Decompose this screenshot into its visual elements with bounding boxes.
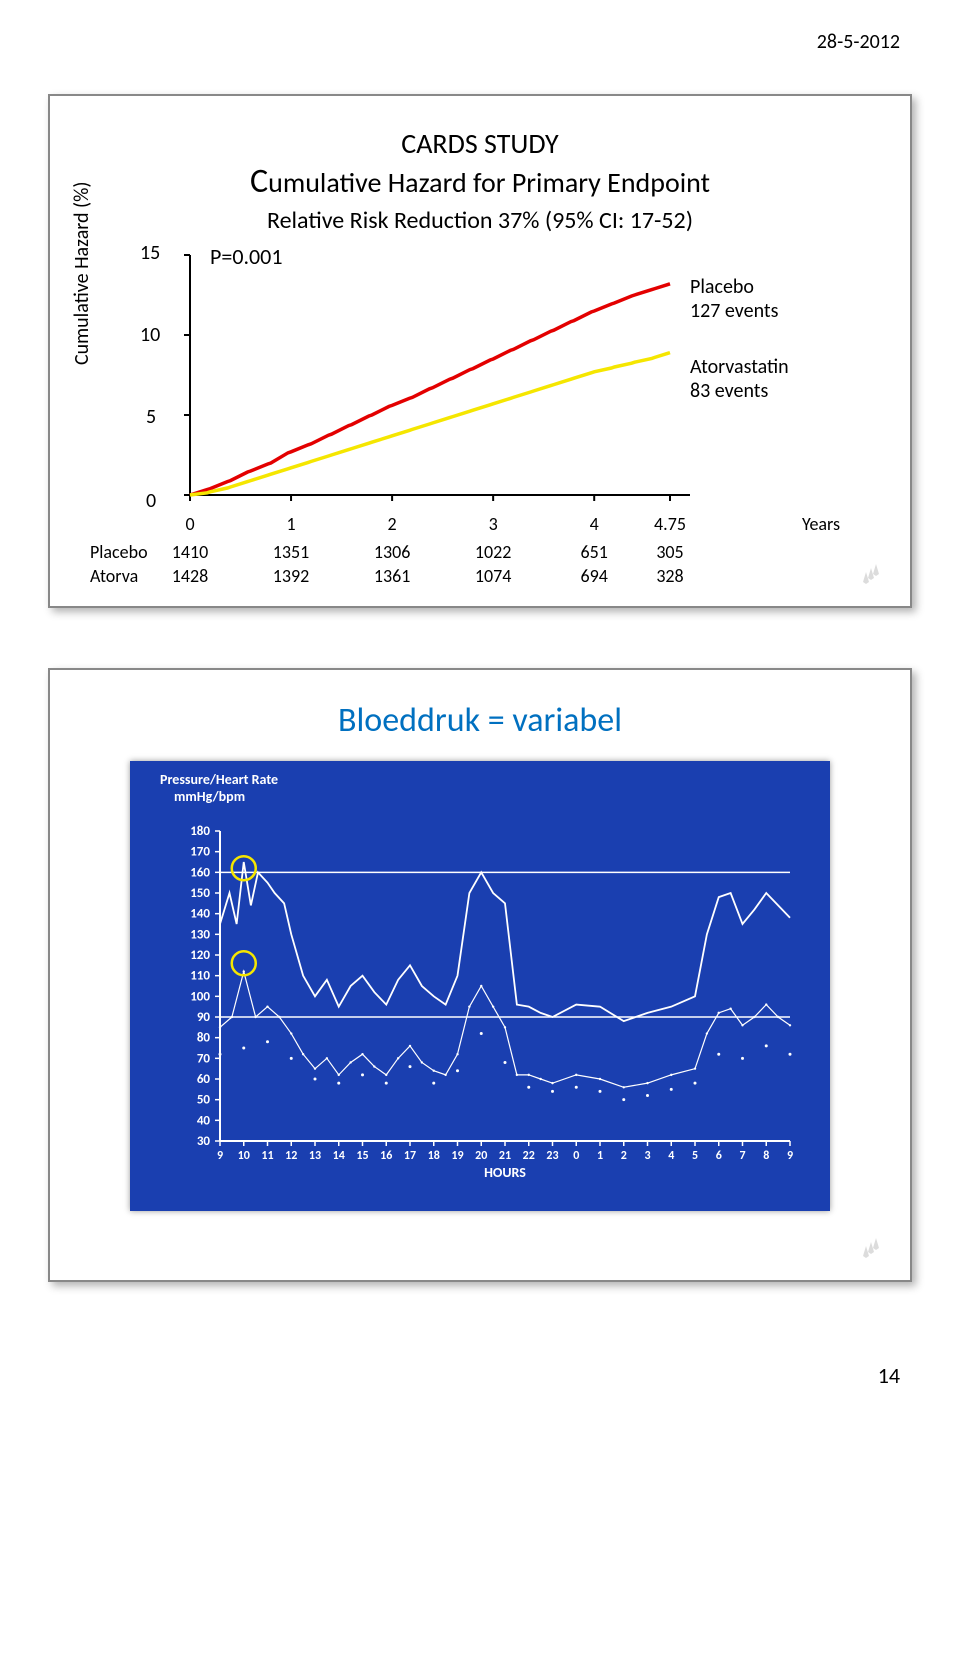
x-unit-label: Years <box>802 513 840 535</box>
svg-text:80: 80 <box>197 1031 211 1046</box>
svg-text:160: 160 <box>190 865 210 880</box>
svg-text:70: 70 <box>197 1051 211 1066</box>
svg-text:40: 40 <box>197 1113 211 1128</box>
table-cell: 305 <box>620 541 720 563</box>
x-tick: 3 <box>489 513 498 535</box>
svg-text:90: 90 <box>197 1010 211 1025</box>
svg-text:170: 170 <box>190 845 210 860</box>
svg-text:120: 120 <box>190 948 210 963</box>
table-cell: 1361 <box>342 565 442 587</box>
annot-placebo-l2: 127 events <box>690 299 778 323</box>
x-tick: 0 <box>185 513 194 535</box>
table-cell: 1392 <box>241 565 341 587</box>
table-row: Placebo1410135113061022651305 <box>90 541 170 565</box>
svg-text:15: 15 <box>356 1149 368 1163</box>
svg-text:22: 22 <box>523 1149 535 1163</box>
chart-caption: Relative Risk Reduction 37% (95% CI: 17-… <box>70 206 890 235</box>
annot-atorva-l2: 83 events <box>690 379 768 403</box>
at-risk-table: Placebo1410135113061022651305Atorva14281… <box>90 541 170 589</box>
chart-area: Cumulative Hazard (%) 15 10 5 0 P=0.001 … <box>70 245 890 575</box>
svg-text:23: 23 <box>546 1149 558 1163</box>
svg-text:110: 110 <box>190 969 210 984</box>
svg-text:14: 14 <box>333 1149 345 1163</box>
svg-text:16: 16 <box>380 1149 392 1163</box>
page-date: 28-5-2012 <box>40 20 920 74</box>
svg-text:13: 13 <box>309 1149 321 1163</box>
svg-text:140: 140 <box>190 907 210 922</box>
svg-text:6: 6 <box>716 1149 722 1163</box>
annotation-atorva: Atorvastatin 83 events <box>690 355 789 403</box>
y-tick-15: 15 <box>140 241 160 265</box>
annotation-placebo: Placebo 127 events <box>690 275 778 323</box>
svg-text:9: 9 <box>217 1149 223 1163</box>
svg-text:18: 18 <box>428 1149 440 1163</box>
x-tick: 2 <box>388 513 397 535</box>
svg-text:5: 5 <box>692 1149 698 1163</box>
svg-text:150: 150 <box>190 886 210 901</box>
table-cell: 1410 <box>140 541 240 563</box>
svg-text:4: 4 <box>668 1149 674 1163</box>
svg-text:11: 11 <box>261 1149 273 1163</box>
table-cell: 1074 <box>443 565 543 587</box>
svg-text:50: 50 <box>197 1093 211 1108</box>
svg-text:60: 60 <box>197 1072 211 1087</box>
table-cell: 328 <box>620 565 720 587</box>
svg-text:17: 17 <box>404 1149 416 1163</box>
svg-text:19: 19 <box>451 1149 463 1163</box>
chart-title-block: CARDS STUDY Cumulative Hazard for Primar… <box>70 126 890 235</box>
bp-chart: 3040506070809010011012013014015016017018… <box>150 781 810 1191</box>
svg-text:20: 20 <box>475 1149 487 1163</box>
table-cell: 1306 <box>342 541 442 563</box>
y-tick-10: 10 <box>140 323 160 347</box>
svg-text:3: 3 <box>644 1149 650 1163</box>
logo-icon <box>854 548 892 592</box>
annot-placebo-l1: Placebo <box>690 275 754 299</box>
bp-chart-box: Pressure/Heart Rate mmHg/bpm 30405060708… <box>130 761 830 1211</box>
annot-atorva-l1: Atorvastatin <box>690 355 789 379</box>
table-cell: 1428 <box>140 565 240 587</box>
svg-text:HOURS: HOURS <box>484 1164 526 1181</box>
svg-text:100: 100 <box>190 989 210 1004</box>
logo-icon <box>854 1222 892 1266</box>
table-cell: 1351 <box>241 541 341 563</box>
svg-text:30: 30 <box>197 1134 211 1149</box>
subtitle-text: umulative Hazard for Primary Endpoint <box>268 165 710 200</box>
y-tick-5: 5 <box>146 405 156 429</box>
svg-text:10: 10 <box>238 1149 250 1163</box>
svg-text:7: 7 <box>739 1149 745 1163</box>
table-row: Atorva1428139213611074694328 <box>90 565 170 589</box>
y-tick-0: 0 <box>146 489 156 513</box>
chart-subtitle: Cumulative Hazard for Primary Endpoint <box>70 161 890 202</box>
svg-text:9: 9 <box>787 1149 793 1163</box>
slide-cards-study: CARDS STUDY Cumulative Hazard for Primar… <box>48 94 912 608</box>
svg-text:1: 1 <box>597 1149 603 1163</box>
svg-text:12: 12 <box>285 1149 297 1163</box>
slide-bloeddruk: Bloeddruk = variabel Pressure/Heart Rate… <box>48 668 912 1282</box>
x-tick: 1 <box>286 513 295 535</box>
x-tick: 4.75 <box>654 513 686 535</box>
svg-text:0: 0 <box>573 1149 579 1163</box>
table-cell: 1022 <box>443 541 543 563</box>
slide2-title: Bloeddruk = variabel <box>70 700 890 741</box>
page-number: 14 <box>40 1342 920 1409</box>
x-tick: 4 <box>590 513 599 535</box>
y-axis-label: Cumulative Hazard (%) <box>70 182 94 365</box>
svg-text:8: 8 <box>763 1149 769 1163</box>
svg-text:21: 21 <box>499 1149 511 1163</box>
chart-title: CARDS STUDY <box>70 126 890 161</box>
svg-text:130: 130 <box>190 927 210 942</box>
svg-text:180: 180 <box>190 824 210 839</box>
svg-text:2: 2 <box>621 1149 627 1163</box>
